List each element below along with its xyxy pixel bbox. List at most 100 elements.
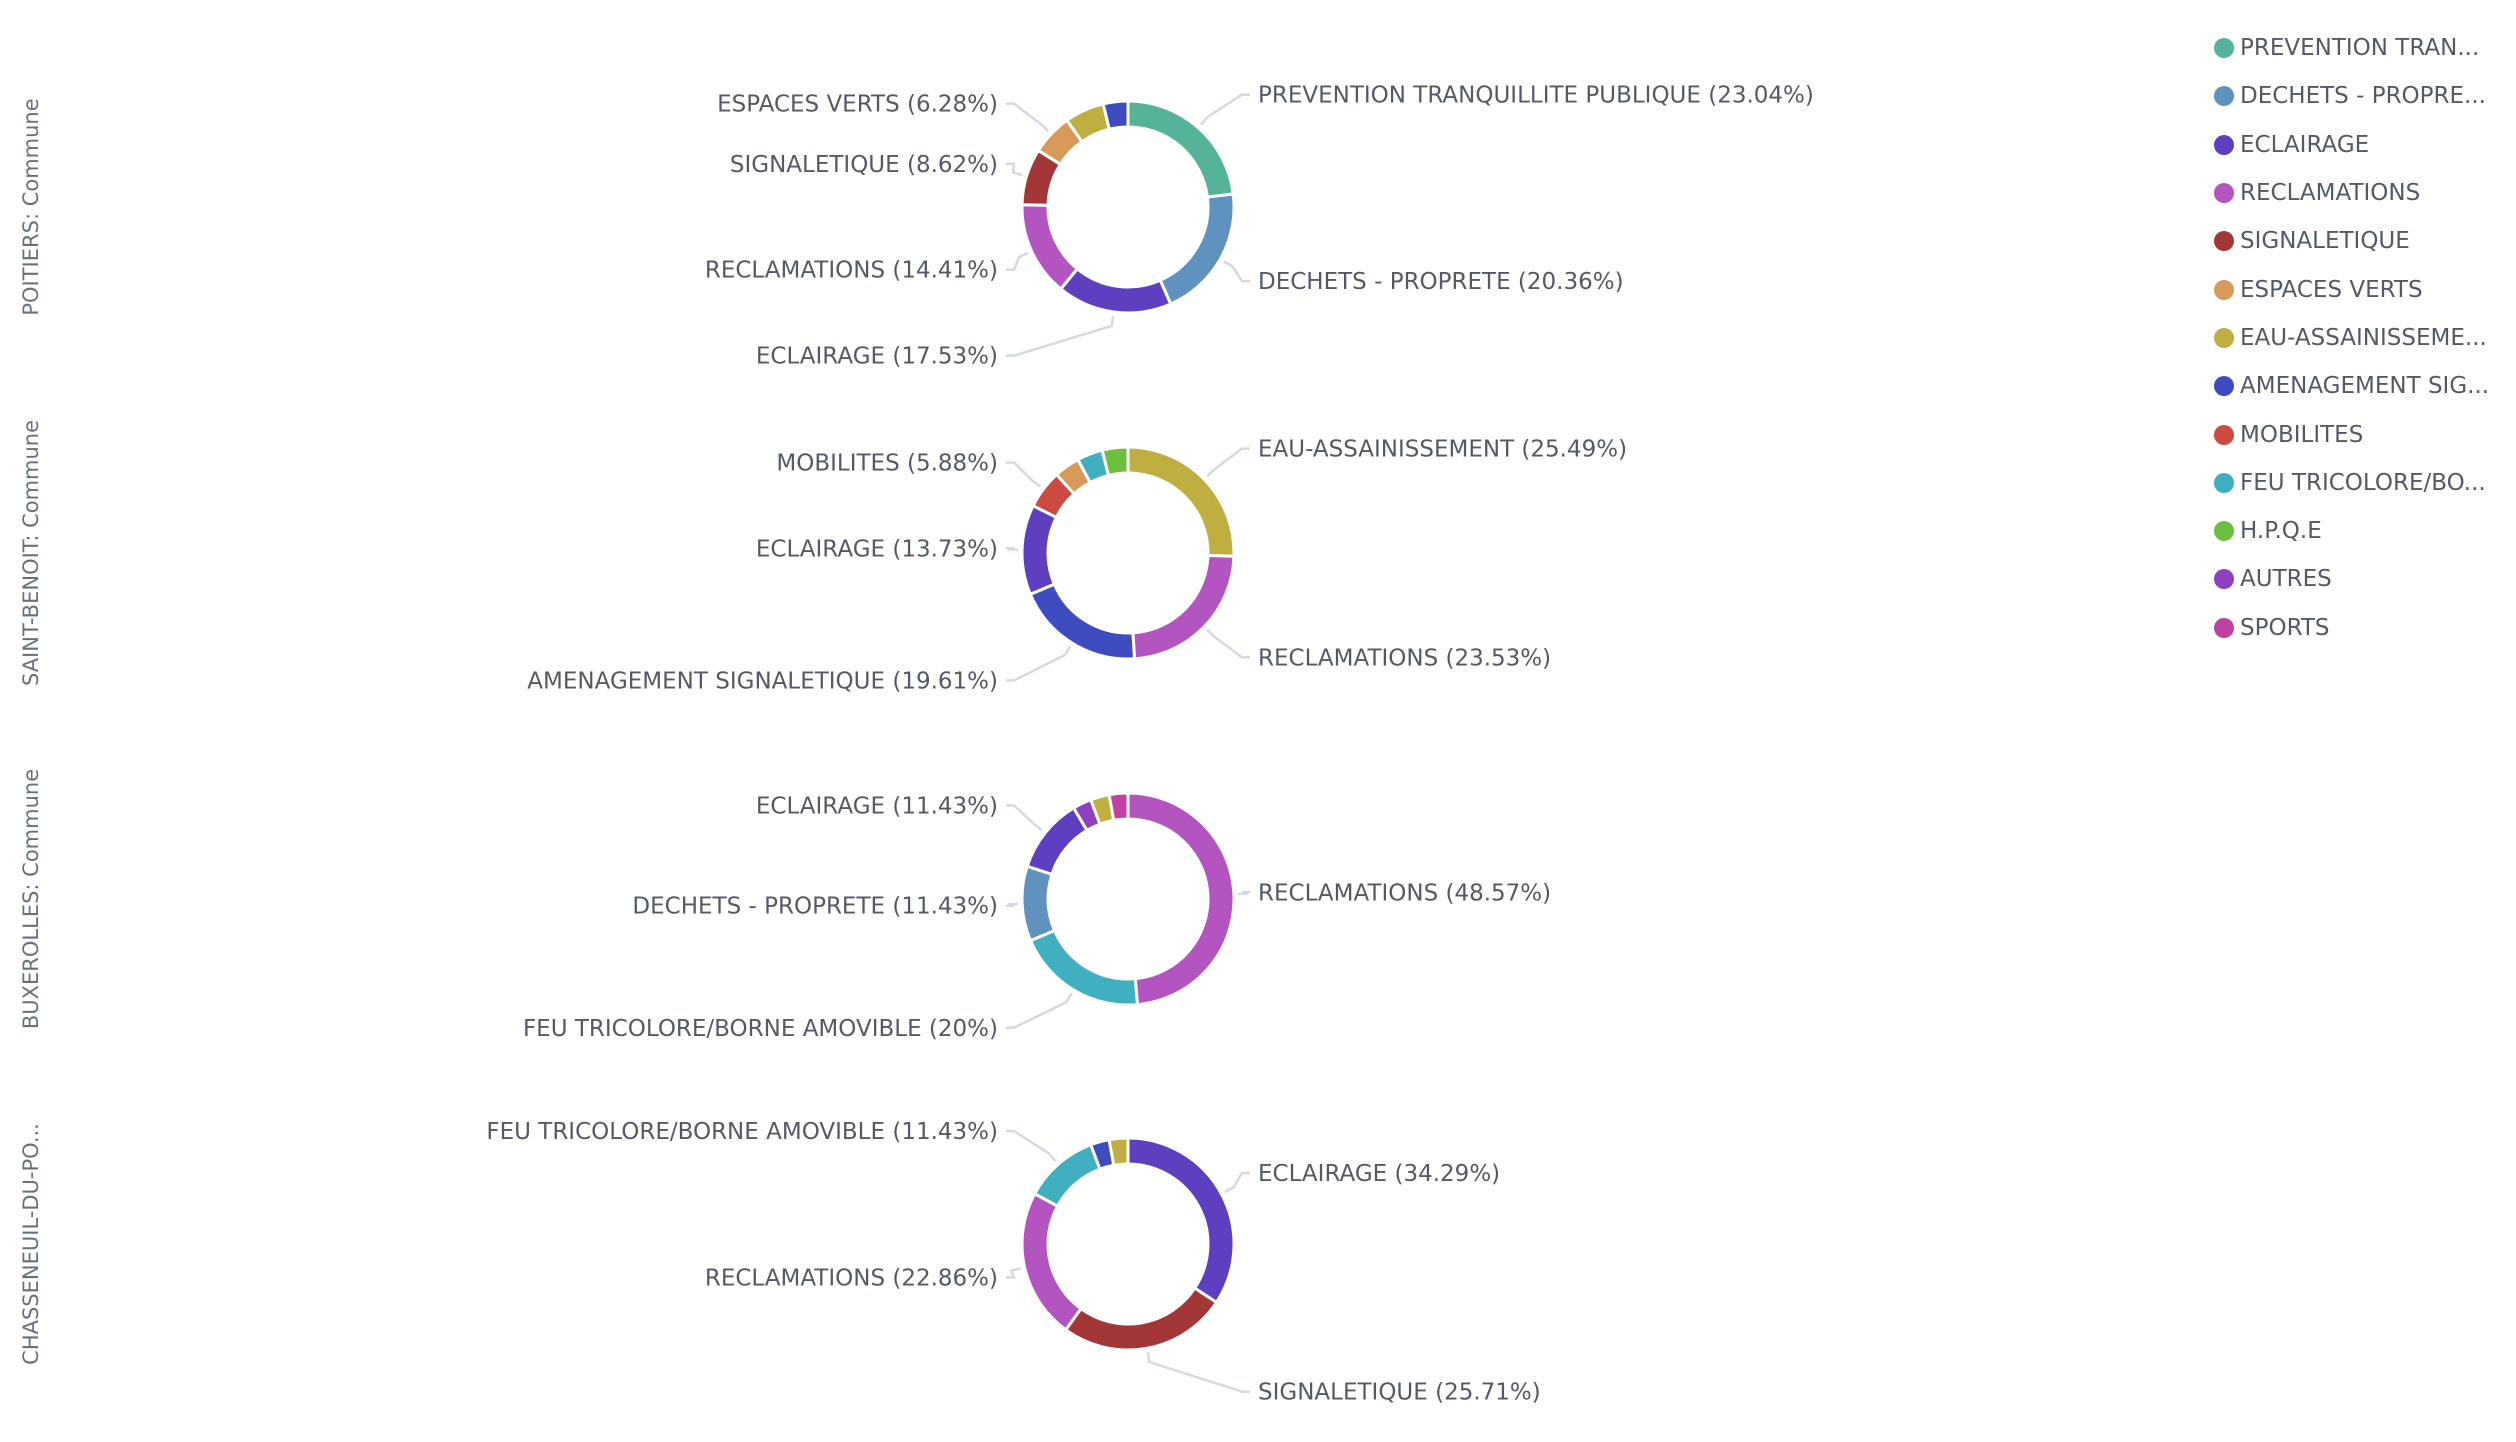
legend-label: SIGNALETIQUE xyxy=(2240,228,2410,255)
legend-item[interactable]: AUTRES xyxy=(2214,555,2514,603)
label-leader-line xyxy=(1237,891,1250,896)
slice-label: RECLAMATIONS (22.86%) xyxy=(705,1265,998,1291)
label-leader-line xyxy=(1206,628,1250,659)
legend-color-dot-icon xyxy=(2214,327,2234,348)
slice-label: DECHETS - PROPRETE (20.36%) xyxy=(1258,269,1624,295)
label-leader-line xyxy=(1006,251,1029,271)
legend-color-dot-icon xyxy=(2214,617,2234,638)
slice-label: DECHETS - PROPRETE (11.43%) xyxy=(632,894,998,920)
slice-label: FEU TRICOLORE/BORNE AMOVIBLE (11.43%) xyxy=(486,1119,998,1145)
slice-label: RECLAMATIONS (48.57%) xyxy=(1258,880,1551,906)
legend-color-dot-icon xyxy=(2214,231,2234,252)
legend-label: AUTRES xyxy=(2240,566,2332,593)
legend-item[interactable]: RECLAMATIONS xyxy=(2214,169,2514,217)
donut-slice[interactable] xyxy=(1020,1191,1084,1332)
label-leader-line xyxy=(1224,1171,1250,1193)
slice-label: EAU-ASSAINISSEMENT (25.49%) xyxy=(1258,437,1627,463)
slice-label: PREVENTION TRANQUILLITE PUBLIQUE (23.04%… xyxy=(1258,83,1814,109)
donut-slice[interactable] xyxy=(1131,553,1236,661)
donut-chart: CHASSENEUIL-DU-PO... ECLAIRAGE (34.29%) SI… xyxy=(19,1119,1541,1406)
legend-item[interactable]: H.P.Q.E xyxy=(2214,507,2514,555)
label-leader-line xyxy=(1006,1267,1022,1279)
label-leader-line xyxy=(1006,1129,1057,1162)
donut-slice[interactable] xyxy=(1158,192,1236,306)
legend-label: SPORTS xyxy=(2240,614,2330,641)
donut-slice[interactable] xyxy=(1028,928,1140,1007)
slice-label: AMENAGEMENT SIGNALETIQUE (19.61%) xyxy=(527,669,998,695)
donut-slice[interactable] xyxy=(1063,1286,1219,1352)
label-leader-line xyxy=(1006,461,1041,488)
slice-label: ECLAIRAGE (34.29%) xyxy=(1258,1161,1500,1187)
legend-item[interactable]: MOBILITES xyxy=(2214,410,2514,458)
label-leader-line xyxy=(1006,162,1024,177)
donut-chart: BUXEROLLES: Commune RECLAMATIONS (48.57%)… xyxy=(19,769,1551,1042)
label-leader-line xyxy=(1006,547,1019,551)
donut-slice[interactable] xyxy=(1126,445,1236,558)
legend-item[interactable]: PREVENTION TRAN... xyxy=(2214,24,2514,72)
chart-row-title: BUXEROLLES: Commune xyxy=(19,769,43,1029)
donut-slice[interactable] xyxy=(1126,1136,1236,1305)
donut-slice[interactable] xyxy=(1107,791,1130,823)
legend-item[interactable]: EAU-ASSAINISSEME... xyxy=(2214,314,2514,362)
slice-label: ECLAIRAGE (17.53%) xyxy=(756,344,998,370)
legend-color-dot-icon xyxy=(2214,472,2234,493)
legend-color-dot-icon xyxy=(2214,183,2234,204)
slice-label: SIGNALETIQUE (25.71%) xyxy=(1258,1380,1541,1406)
legend-item[interactable]: SPORTS xyxy=(2214,604,2514,652)
legend-item[interactable]: ECLAIRAGE xyxy=(2214,121,2514,169)
legend-item[interactable]: AMENAGEMENT SIG... xyxy=(2214,362,2514,410)
legend-color-dot-icon xyxy=(2214,134,2234,155)
legend-color-dot-icon xyxy=(2214,376,2234,397)
legend-item[interactable]: FEU TRICOLORE/BO... xyxy=(2214,459,2514,507)
label-leader-line xyxy=(1146,1352,1250,1393)
legend-color-dot-icon xyxy=(2214,521,2234,542)
chart-row-title: SAINT-BENOIT: Commune xyxy=(19,420,43,686)
legend-label: PREVENTION TRAN... xyxy=(2240,35,2480,62)
legend-label: ECLAIRAGE xyxy=(2240,131,2370,158)
chart-row-title: CHASSENEUIL-DU-PO... xyxy=(19,1123,43,1365)
slice-label: ECLAIRAGE (13.73%) xyxy=(756,536,998,562)
legend-label: H.P.Q.E xyxy=(2240,518,2322,545)
legend-color-dot-icon xyxy=(2214,38,2234,59)
label-leader-line xyxy=(1006,645,1072,682)
donut-slice[interactable] xyxy=(1020,864,1057,943)
donut-slice[interactable] xyxy=(1020,203,1080,292)
label-leader-line xyxy=(1006,102,1050,133)
label-leader-line xyxy=(1006,315,1115,357)
slice-label: FEU TRICOLORE/BORNE AMOVIBLE (20%) xyxy=(523,1016,998,1042)
legend-item[interactable]: ESPACES VERTS xyxy=(2214,265,2514,313)
slice-label: ECLAIRAGE (11.43%) xyxy=(756,793,998,819)
donut-slice[interactable] xyxy=(1028,582,1137,661)
slice-label: SIGNALETIQUE (8.62%) xyxy=(730,152,998,178)
donut-slice[interactable] xyxy=(1126,791,1236,1007)
label-leader-line xyxy=(1006,902,1019,907)
legend-item[interactable]: SIGNALETIQUE xyxy=(2214,217,2514,265)
label-leader-line xyxy=(1199,93,1250,126)
label-leader-line xyxy=(1223,260,1250,283)
donut-slice[interactable] xyxy=(1058,266,1173,315)
donut-slice[interactable] xyxy=(1100,445,1130,478)
legend-color-dot-icon xyxy=(2214,424,2234,445)
donut-slice[interactable] xyxy=(1107,1136,1130,1168)
slice-label: MOBILITES (5.88%) xyxy=(776,451,998,477)
donut-chart: POITIERS: Commune PREVENTION TRANQUILLITE… xyxy=(19,83,1814,370)
donut-slice[interactable] xyxy=(1126,99,1235,199)
legend-label: RECLAMATIONS xyxy=(2240,180,2421,207)
legend-color-dot-icon xyxy=(2214,279,2234,300)
legend-color-dot-icon xyxy=(2214,569,2234,590)
chart-row-title: POITIERS: Commune xyxy=(19,98,43,315)
legend-item[interactable]: DECHETS - PROPRE... xyxy=(2214,72,2514,120)
donut-chart: SAINT-BENOIT: Commune EAU-ASSAINISSEMENT … xyxy=(19,420,1627,695)
label-leader-line xyxy=(1006,992,1073,1030)
donut-slice[interactable] xyxy=(1020,503,1059,597)
legend-color-dot-icon xyxy=(2214,86,2234,107)
donut-slice[interactable] xyxy=(1101,99,1130,132)
label-leader-line xyxy=(1006,804,1043,832)
label-leader-line xyxy=(1206,447,1250,478)
donut-slice[interactable] xyxy=(1032,1142,1102,1209)
legend-label: DECHETS - PROPRE... xyxy=(2240,83,2486,110)
legend-label: AMENAGEMENT SIG... xyxy=(2240,373,2490,400)
legend-label: MOBILITES xyxy=(2240,421,2364,448)
legend-label: EAU-ASSAINISSEME... xyxy=(2240,324,2487,351)
